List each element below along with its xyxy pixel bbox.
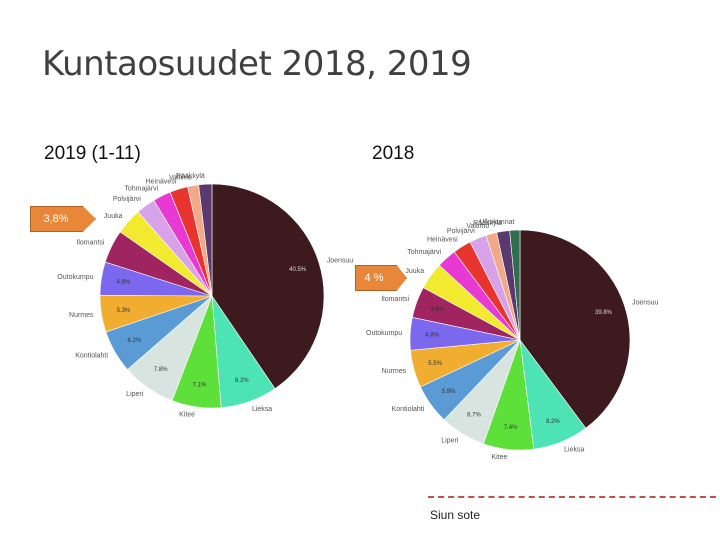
- slice-label: Rääkkylä: [473, 220, 502, 227]
- value-label: 5.3%: [117, 308, 131, 314]
- slice-label: Kitee: [179, 412, 195, 419]
- slide-title: Kuntaosuudet 2018, 2019: [42, 44, 472, 84]
- slice-label: Outokumpu: [57, 274, 93, 281]
- slice-label: Valtimo: [466, 223, 489, 230]
- slice-label: Heinävesi: [427, 237, 458, 244]
- slice-label: Lieksa: [252, 406, 272, 413]
- pie-slice: [198, 183, 213, 297]
- pie-slice: [509, 229, 521, 341]
- slice-label: Kontiolahti: [75, 353, 108, 360]
- slice-label: Juuka: [405, 268, 424, 275]
- value-label: 7.8%: [154, 367, 168, 373]
- pie-slice: [519, 229, 631, 429]
- slice-label: Kitee: [491, 454, 507, 461]
- slice-label: Joensuu: [327, 258, 354, 265]
- footer: Siun sote: [430, 508, 481, 522]
- chart-title: 2018: [372, 143, 415, 164]
- slice-label: Joensuu: [632, 300, 659, 307]
- value-label: 4.8%: [117, 280, 131, 286]
- chart-title: 2019 (1-11): [44, 143, 141, 164]
- slice-label: Liperi: [126, 391, 144, 398]
- slice-label: Ulkokunnat: [479, 219, 514, 226]
- slice-label: Heinävesi: [146, 178, 177, 185]
- slice-label: Tohmajärvi: [407, 249, 441, 256]
- pie-slice: [211, 183, 325, 390]
- annotation: 3,8%: [30, 206, 96, 232]
- value-label: 6.7%: [467, 413, 481, 419]
- value-label: 39.8%: [595, 310, 613, 316]
- slice-label: Liperi: [441, 437, 459, 444]
- slice-label: Nurmes: [69, 312, 94, 319]
- slice-label: Juuka: [104, 213, 123, 220]
- slice-label: Kontiolahti: [392, 406, 425, 413]
- value-label: 8.2%: [546, 419, 560, 425]
- value-label: 4.8%: [425, 333, 439, 339]
- value-label: 8.2%: [235, 378, 249, 384]
- value-label: 5.5%: [428, 361, 442, 367]
- slice-label: Ilomantsi: [76, 240, 104, 247]
- slice-label: Polvijärvi: [113, 196, 141, 203]
- slice-label: Polvijärvi: [447, 228, 475, 235]
- value-label: 6.2%: [127, 338, 141, 344]
- slice-label: Rääkkylä: [176, 173, 205, 180]
- slice-label: Valtimo: [169, 175, 192, 182]
- value-label: 4.6%: [431, 307, 445, 313]
- value-label: 40.5%: [289, 267, 307, 273]
- footer-line: [428, 496, 716, 498]
- slice-label: Outokumpu: [366, 330, 402, 337]
- value-label: 5.9%: [442, 389, 456, 395]
- value-label: 7.4%: [504, 425, 518, 431]
- value-label: 7.1%: [193, 382, 207, 388]
- slice-label: Nurmes: [382, 368, 407, 375]
- slice-label: Tohmajärvi: [124, 186, 158, 193]
- slice-label: Ilomantsi: [381, 296, 409, 303]
- slice-label: Lieksa: [564, 446, 584, 453]
- annotation: 4 %: [355, 265, 407, 291]
